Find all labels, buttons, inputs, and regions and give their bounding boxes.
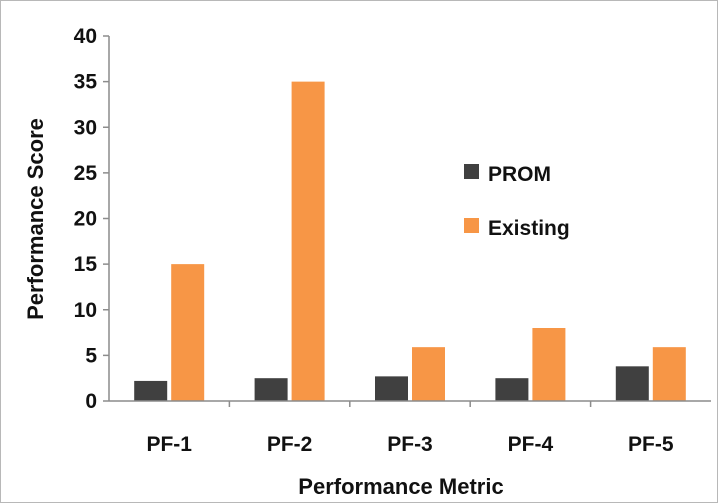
- y-tick-label: 10: [74, 299, 97, 322]
- bar-prom-pf-5: [615, 366, 649, 401]
- legend: PROM Existing: [464, 163, 570, 240]
- x-axis-title: Performance Metric: [298, 474, 503, 499]
- bar-existing-pf-3: [412, 347, 445, 401]
- x-tick-label: PF-1: [146, 433, 192, 456]
- bar-existing-pf-1: [171, 264, 205, 401]
- y-tick-label: 0: [85, 390, 97, 413]
- y-tick-label: 5: [85, 344, 97, 367]
- legend-swatch-prom: [464, 164, 479, 179]
- bar-prom-pf-3: [375, 376, 408, 401]
- legend-label-prom: PROM: [488, 163, 551, 186]
- y-tick-label: 30: [74, 116, 97, 139]
- bar-prom-pf-4: [495, 378, 529, 401]
- x-axis-ticks: PF-1 PF-2 PF-3 PF-4 PF-5: [146, 401, 674, 456]
- y-axis-ticks: 0 5 10 15 20 25 30 35 40: [74, 25, 109, 413]
- y-tick-label: 15: [74, 253, 98, 276]
- y-tick-label: 35: [74, 71, 98, 94]
- y-tick-label: 40: [74, 25, 97, 48]
- y-tick-label: 20: [74, 208, 97, 231]
- x-tick-label: PF-3: [387, 433, 433, 456]
- bar-prom-pf-2: [254, 378, 288, 401]
- bar-existing-pf-4: [532, 328, 566, 401]
- x-tick-label: PF-5: [628, 433, 674, 456]
- legend-label-existing: Existing: [488, 217, 570, 240]
- y-tick-label: 25: [74, 162, 98, 185]
- x-tick-label: PF-2: [267, 433, 313, 456]
- bar-prom-pf-1: [134, 380, 168, 401]
- y-axis-title: Performance Score: [23, 118, 48, 320]
- x-tick-label: PF-4: [508, 433, 554, 456]
- legend-swatch-existing: [464, 218, 479, 233]
- bars-group: [134, 81, 686, 401]
- bar-existing-pf-2: [291, 81, 325, 401]
- bar-existing-pf-5: [652, 347, 686, 401]
